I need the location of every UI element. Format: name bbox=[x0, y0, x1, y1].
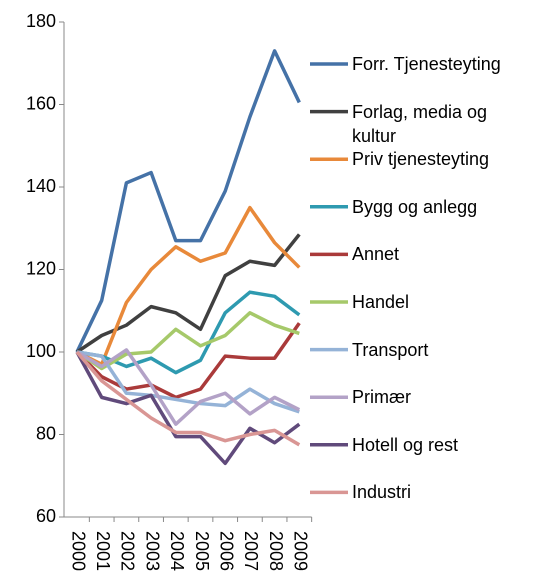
x-tick-label: 2006 bbox=[216, 531, 236, 571]
y-tick-label: 60 bbox=[36, 506, 56, 526]
legend-label: Transport bbox=[352, 339, 429, 360]
x-tick-label: 2009 bbox=[291, 531, 311, 571]
y-tick-label: 100 bbox=[26, 341, 56, 361]
legend-label: Industri bbox=[352, 482, 412, 503]
legend-label: Primær bbox=[352, 387, 411, 408]
y-tick-label: 120 bbox=[26, 258, 56, 278]
legend-label: Bygg og anlegg bbox=[352, 196, 478, 217]
series-line bbox=[76, 311, 300, 371]
legend-label: Hotell og rest bbox=[352, 434, 459, 455]
x-tick-label: 2004 bbox=[167, 531, 187, 571]
y-tick-label: 160 bbox=[26, 93, 56, 113]
legend-label: Handel bbox=[352, 292, 410, 312]
legend-label: Annet bbox=[352, 244, 400, 265]
x-tick-label: 2003 bbox=[142, 531, 162, 571]
x-tick-label: 2008 bbox=[266, 531, 286, 571]
x-tick-label: 2001 bbox=[93, 531, 113, 571]
series-line bbox=[75, 350, 301, 447]
series-line bbox=[75, 322, 301, 400]
legend-label: Priv tjenesteyting bbox=[352, 149, 490, 170]
y-tick-label: 80 bbox=[36, 423, 56, 443]
y-tick-label: 180 bbox=[26, 11, 56, 31]
x-tick-label: 2005 bbox=[192, 531, 212, 571]
series-line bbox=[76, 205, 301, 367]
x-tick-label: 2002 bbox=[118, 531, 138, 571]
legend-label: Forlag, media og kultur bbox=[352, 101, 488, 146]
x-tick-label: 2000 bbox=[68, 531, 88, 571]
series-line bbox=[76, 348, 301, 426]
series-line bbox=[76, 350, 300, 414]
y-tick-label: 140 bbox=[26, 176, 56, 196]
x-tick-label: 2007 bbox=[241, 531, 261, 571]
legend-label: Forr. Tjenesteyting bbox=[352, 54, 501, 74]
series-line bbox=[75, 49, 301, 353]
series-line bbox=[75, 351, 301, 466]
